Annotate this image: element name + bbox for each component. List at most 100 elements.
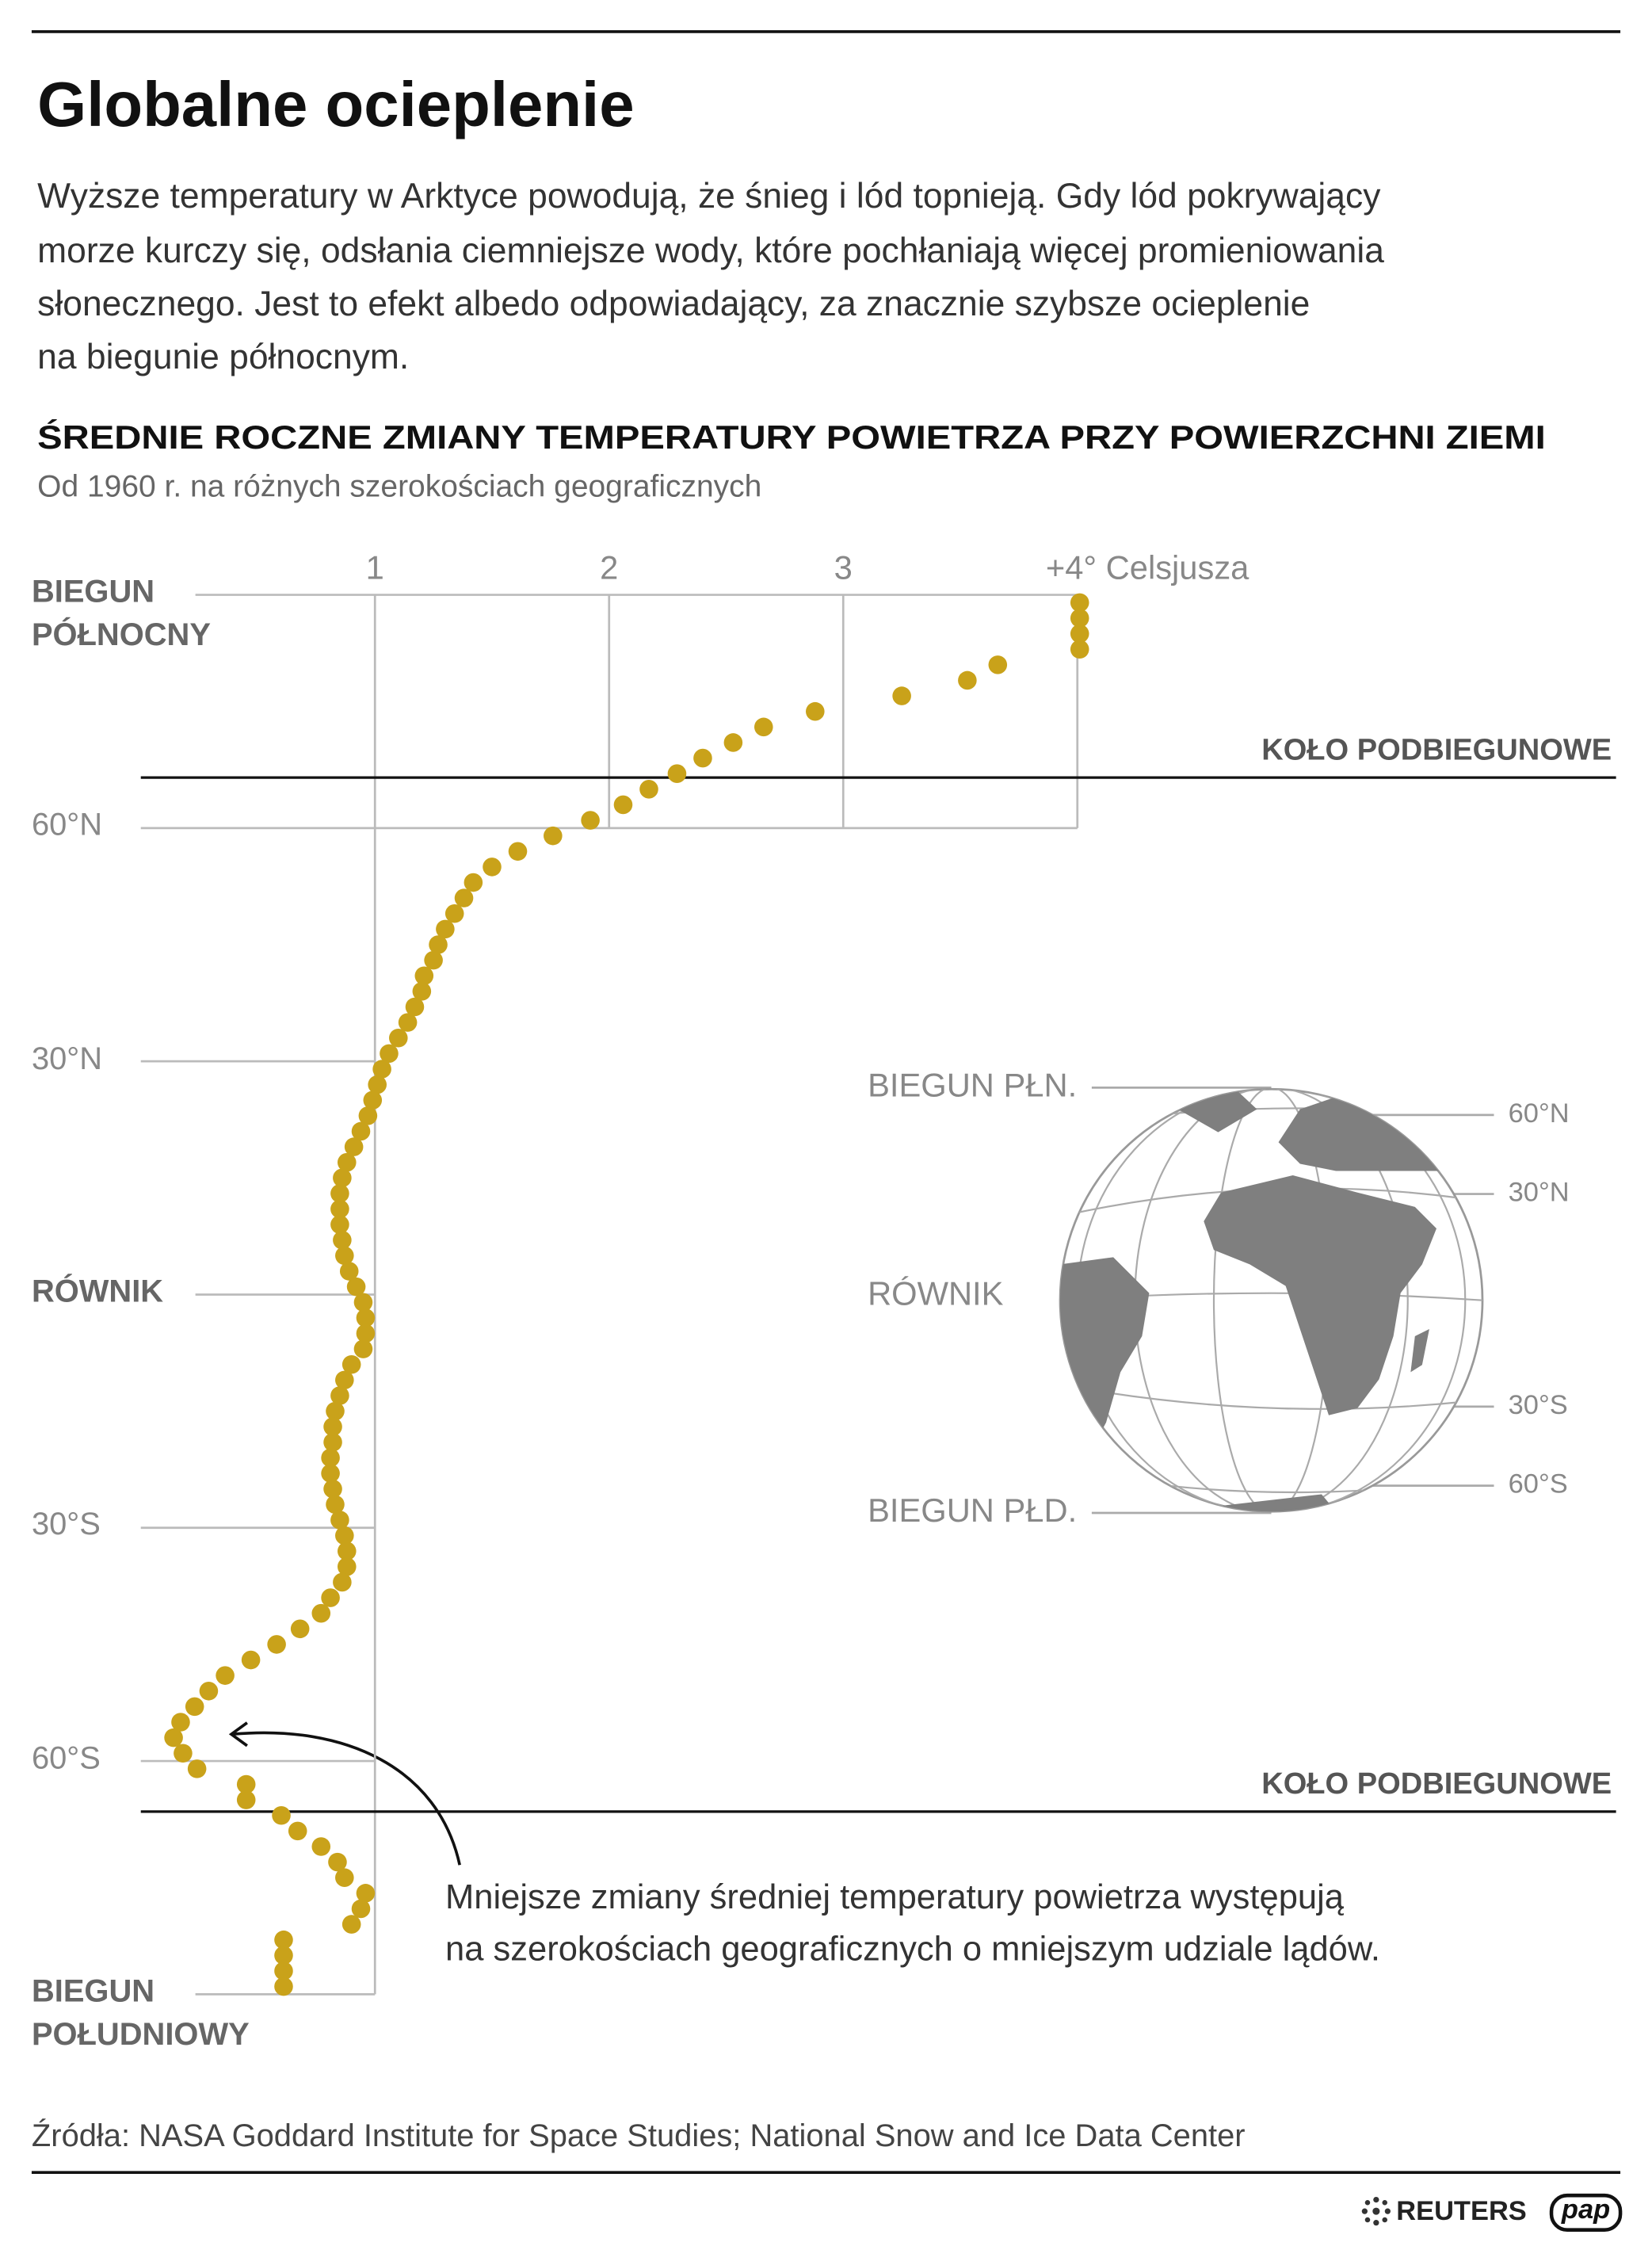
data-point xyxy=(380,1044,399,1064)
y-tick-label-box: RÓWNIK xyxy=(31,1273,164,1309)
reference-label: KOŁO PODBIEGUNOWE xyxy=(1261,1767,1612,1801)
data-point xyxy=(356,1324,376,1343)
data-point xyxy=(988,655,1008,674)
data-point xyxy=(326,1495,345,1515)
data-point xyxy=(330,1511,349,1530)
data-point xyxy=(723,733,743,752)
y-tick-label: BIEGUN PÓŁNOCNY xyxy=(31,573,211,652)
annotation-arrow xyxy=(232,1731,461,1866)
data-point xyxy=(274,1930,293,1950)
x-tick-label: +4° Celsjusza xyxy=(1046,549,1249,586)
data-point xyxy=(358,1106,378,1125)
data-point xyxy=(321,1448,340,1468)
data-point xyxy=(613,795,633,815)
annotation: na szerokościach geograficznych o mniejs… xyxy=(445,1930,1380,1968)
data-point xyxy=(335,1868,354,1888)
data-point xyxy=(581,811,600,830)
data-point xyxy=(341,1354,361,1374)
globe: BIEGUN PŁN. 60°N 30°N RÓWNIK 30°S 60°S B… xyxy=(868,1066,1570,1529)
logo-pap: pap xyxy=(1561,2194,1610,2225)
data-point xyxy=(356,1308,376,1327)
data-point xyxy=(274,1961,293,1981)
plot: 1 2 3 +4° Celsjusza BIEGUN PÓŁNOCNY 60°N 30°N R… xyxy=(31,549,1616,2051)
data-point xyxy=(444,903,464,923)
logo-reuters: REUTERS xyxy=(1396,2196,1527,2226)
data-point xyxy=(274,1946,293,1965)
x-tick-label: 1 xyxy=(366,549,384,586)
chart-title: ŚREDNIE ROCZNE ZMIANY TEMPERATURY POWIET… xyxy=(37,418,1546,456)
y-tick-label: 30°S xyxy=(31,1506,101,1542)
data-point xyxy=(398,1013,418,1032)
y-tick-label: 30°N xyxy=(31,1039,103,1076)
data-point xyxy=(185,1697,204,1717)
data-point xyxy=(174,1744,193,1763)
data-point xyxy=(806,701,825,721)
data-point xyxy=(1070,593,1089,613)
data-point xyxy=(454,888,474,907)
x-tick-label: 2 xyxy=(600,549,618,586)
reuters-icon xyxy=(1361,2196,1391,2226)
y-tick-label-box: 60°S xyxy=(32,1740,101,1775)
annotation-arrowhead xyxy=(228,1721,248,1748)
data-point xyxy=(414,966,434,986)
y-tick-label-box: 30°S xyxy=(31,1506,101,1542)
data-point xyxy=(464,873,483,892)
data-point xyxy=(171,1713,190,1732)
data-point xyxy=(326,1401,345,1421)
data-point xyxy=(267,1635,286,1654)
x-tick-label: 3 xyxy=(834,549,853,586)
data-point xyxy=(405,997,425,1017)
data-point xyxy=(389,1028,408,1048)
reference-label: KOŁO PODBIEGUNOWE xyxy=(1261,734,1612,767)
data-point xyxy=(335,1246,354,1266)
data-point xyxy=(412,982,432,1001)
data-point xyxy=(323,1479,342,1499)
globe-label: 60°N xyxy=(1509,1098,1570,1129)
data-point xyxy=(483,858,502,877)
data-point xyxy=(321,1464,340,1483)
data-point xyxy=(288,1821,307,1841)
data-point xyxy=(356,1884,376,1903)
data-point xyxy=(958,670,977,690)
data-point xyxy=(330,1199,349,1219)
data-point xyxy=(639,780,658,799)
data-point xyxy=(311,1837,331,1856)
data-point xyxy=(333,1572,352,1592)
description-line: morze kurczy się, odsłania ciemniejsze w… xyxy=(37,231,1384,270)
data-point xyxy=(368,1075,387,1094)
y-tick-label: RÓWNIK xyxy=(31,1273,164,1309)
description-line: Wyższe temperatury w Arktyce powodują, ż… xyxy=(37,177,1381,216)
data-point xyxy=(424,950,443,970)
data-point xyxy=(363,1091,383,1110)
globe-label: 30°S xyxy=(1509,1390,1568,1420)
data-point xyxy=(290,1619,310,1639)
data-point xyxy=(216,1666,235,1685)
globe-label: 60°S xyxy=(1509,1469,1568,1499)
data-point xyxy=(351,1121,371,1141)
data-point xyxy=(667,764,687,783)
data-point xyxy=(892,686,911,705)
data-point xyxy=(341,1915,361,1934)
y-tick-label: 60°N xyxy=(31,806,103,842)
globe-label: BIEGUN PŁN. xyxy=(868,1066,1077,1103)
data-point xyxy=(337,1557,357,1576)
globe-label: 30°N xyxy=(1509,1178,1570,1208)
data-point xyxy=(693,748,712,768)
data-point xyxy=(164,1728,183,1748)
y-tick-label-box: 60°N xyxy=(31,806,103,842)
description-line: słonecznego. Jest to efekt albedo odpowi… xyxy=(37,285,1310,323)
title: Globalne ocieplenie xyxy=(37,69,634,139)
data-point xyxy=(333,1168,352,1188)
data-point xyxy=(436,919,455,939)
data-point xyxy=(353,1339,373,1358)
data-point xyxy=(346,1277,366,1297)
data-point xyxy=(1070,624,1089,644)
data-point xyxy=(323,1433,342,1452)
y-tick-label-box: BIEGUN POŁUDNIOWY xyxy=(32,1973,250,2051)
description-line: na biegunie północnym. xyxy=(37,338,409,376)
data-point xyxy=(330,1386,349,1405)
data-point xyxy=(241,1650,261,1670)
data-point xyxy=(272,1805,291,1825)
